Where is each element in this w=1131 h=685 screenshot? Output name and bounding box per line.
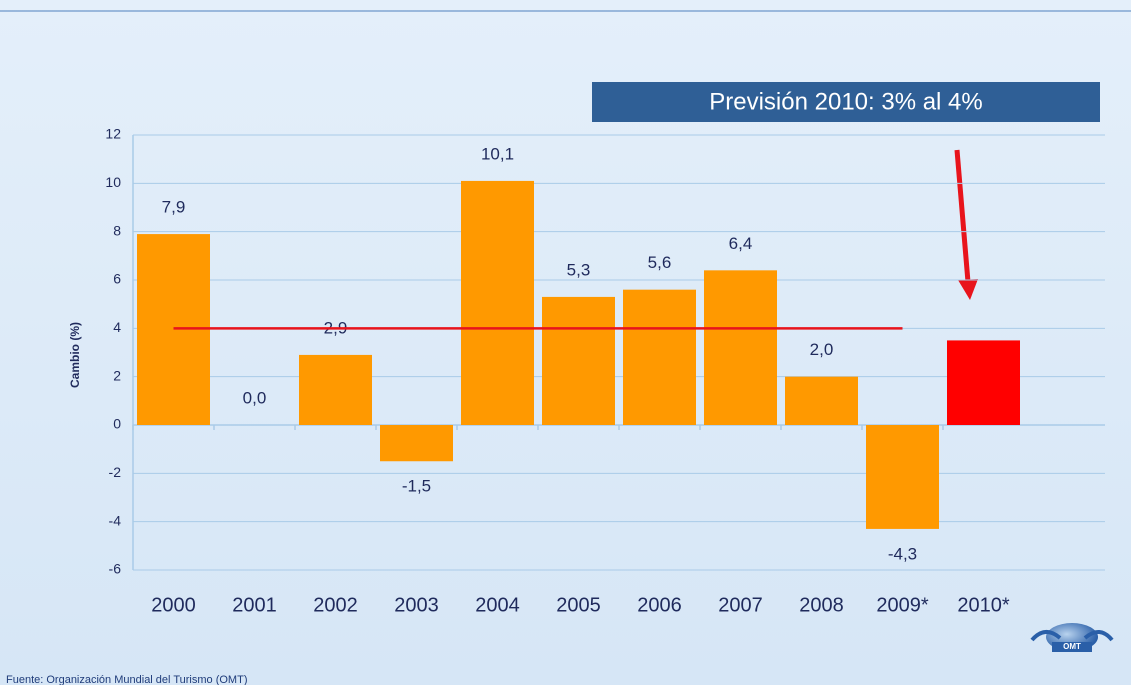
- bar: [866, 425, 939, 529]
- value-label: 0,0: [243, 388, 267, 407]
- bar: [704, 270, 777, 425]
- y-axis-label: Cambio (%): [68, 322, 82, 388]
- value-label: 5,3: [567, 260, 591, 279]
- bar: [947, 340, 1020, 425]
- value-label: -1,5: [402, 477, 431, 496]
- value-label: 2,0: [810, 340, 834, 359]
- y-tick-label: 0: [113, 416, 121, 432]
- value-label: 7,9: [162, 198, 186, 217]
- bar: [542, 296, 615, 425]
- logo: OMT: [1030, 623, 1114, 652]
- x-tick-label: 2006: [637, 594, 682, 616]
- x-tick-label: 2000: [151, 594, 196, 616]
- y-tick-label: 6: [113, 271, 121, 287]
- source: Fuente: Organización Mundial del Turismo…: [6, 674, 247, 685]
- y-tick-label: 2: [113, 367, 121, 383]
- x-tick-label: 2007: [718, 594, 763, 616]
- x-tick-label: 2003: [394, 594, 439, 616]
- x-tick-label: 2008: [799, 594, 844, 616]
- bar: [623, 289, 696, 425]
- logo-text: OMT: [1063, 642, 1081, 651]
- arrow: [954, 149, 978, 300]
- bar: [785, 376, 858, 425]
- annotation-box: [592, 82, 1100, 122]
- y-tick-label: -6: [109, 561, 122, 577]
- annotation: Previsión 2010: 3% al 4%: [709, 88, 983, 115]
- x-tick-label: 2010*: [957, 594, 1009, 616]
- x-tick-label: 2002: [313, 594, 358, 616]
- value-label: 6,4: [729, 234, 753, 253]
- value-label: -4,3: [888, 544, 917, 563]
- x-tick-label: 2004: [475, 594, 520, 616]
- y-tick-label: 10: [105, 174, 121, 190]
- x-tick-label: 2005: [556, 594, 601, 616]
- bar: [299, 354, 372, 425]
- x-tick-label: 2009*: [876, 594, 928, 616]
- value-label: 10,1: [481, 144, 514, 163]
- bar: [461, 180, 534, 425]
- y-tick-label: 4: [113, 319, 121, 335]
- y-tick-label: -2: [109, 464, 122, 480]
- value-label: 5,6: [648, 253, 672, 272]
- y-tick-label: -4: [109, 512, 122, 528]
- y-tick-label: 12: [105, 126, 121, 142]
- y-tick-label: 8: [113, 222, 121, 238]
- bar: [380, 425, 453, 462]
- x-tick-label: 2001: [232, 594, 277, 616]
